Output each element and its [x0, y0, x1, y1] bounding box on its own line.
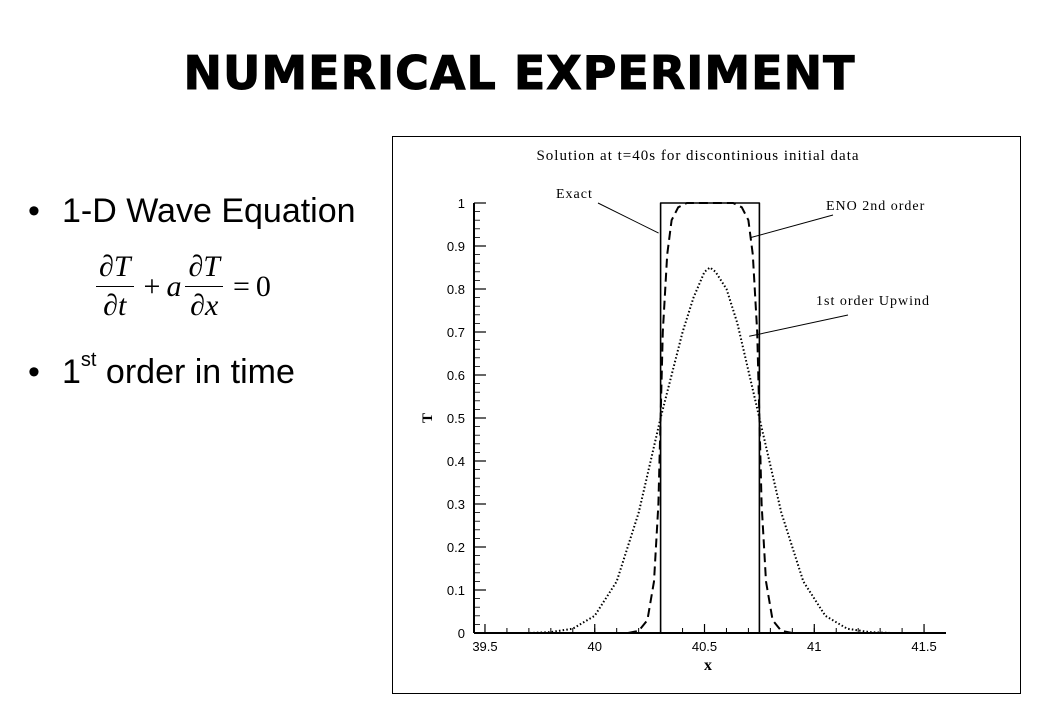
bullet-text-main: 1 — [62, 353, 81, 391]
annotation-upwind-leader — [749, 314, 849, 337]
chart-title: Solution at t=40s for discontinious init… — [536, 148, 859, 164]
y-tick-label: 0.7 — [447, 325, 465, 340]
slide-title: NUMERICAL EXPERIMENT — [183, 46, 856, 101]
y-axis-label: T — [420, 413, 436, 423]
bullet-superscript: st — [80, 349, 97, 371]
chart-annotations: Exact ENO 2nd order 1st order Upwind — [556, 187, 930, 337]
y-tick-label: 0.9 — [447, 239, 465, 254]
bullet-text: 1-D Wave Equation — [62, 192, 356, 230]
x-tick-label: 41.5 — [911, 639, 936, 654]
y-tick-label: 0.1 — [447, 583, 465, 598]
y-tick-label: 0 — [458, 626, 465, 641]
x-tick-label: 40 — [588, 639, 602, 654]
bullet-wave-equation: • 1-D Wave Equation — [28, 192, 356, 231]
partial-x-fraction: ∂T ∂x — [185, 250, 223, 323]
plus-sign: + — [143, 269, 161, 303]
annotation-exact-leader — [597, 202, 659, 234]
fraction-denominator: ∂x — [190, 289, 219, 322]
x-tick-label: 40.5 — [692, 639, 717, 654]
y-tick-label: 1 — [458, 196, 465, 211]
fraction-numerator: ∂T — [96, 250, 134, 287]
fraction-numerator: ∂T — [185, 250, 223, 287]
bullet-time-order: • 1st order in time — [28, 349, 295, 392]
series-line-eno-2nd-order — [474, 202, 946, 634]
y-tick-label: 0.5 — [447, 411, 465, 426]
series-line-1st-order-upwind — [474, 266, 946, 634]
partial-t-fraction: ∂T ∂t — [96, 250, 134, 323]
annotation-eno-leader — [751, 214, 834, 238]
y-tick-label: 0.6 — [447, 368, 465, 383]
coefficient: a — [166, 269, 182, 303]
x-tick-label: 41 — [807, 639, 821, 654]
series-line-exact — [474, 202, 946, 634]
x-tick-label: 39.5 — [472, 639, 497, 654]
bullet-text-rest: order in time — [96, 353, 295, 391]
y-tick-label: 0.4 — [447, 454, 465, 469]
chart-frame — [392, 136, 1021, 694]
wave-equation: ∂T ∂t + a ∂T ∂x = 0 — [92, 250, 271, 323]
chart-series — [474, 202, 946, 634]
x-axis-label: x — [704, 657, 712, 674]
annotation-upwind: 1st order Upwind — [816, 294, 930, 309]
y-tick-label: 0.2 — [447, 540, 465, 555]
y-tick-label: 0.8 — [447, 282, 465, 297]
y-tick-label: 0.3 — [447, 497, 465, 512]
right-hand-side: 0 — [255, 269, 271, 303]
bullet-symbol: • — [28, 353, 40, 391]
chart-axes: 39.5 40 40.5 41 41.5 0 0.1 0.2 0.3 0.4 0.5 0.6 0.7 0.… — [447, 196, 946, 654]
annotation-exact: Exact — [556, 187, 593, 202]
fraction-denominator: ∂t — [103, 289, 127, 322]
equals-sign: = — [232, 269, 250, 303]
bullet-symbol: • — [28, 192, 40, 230]
annotation-eno: ENO 2nd order — [826, 199, 925, 214]
